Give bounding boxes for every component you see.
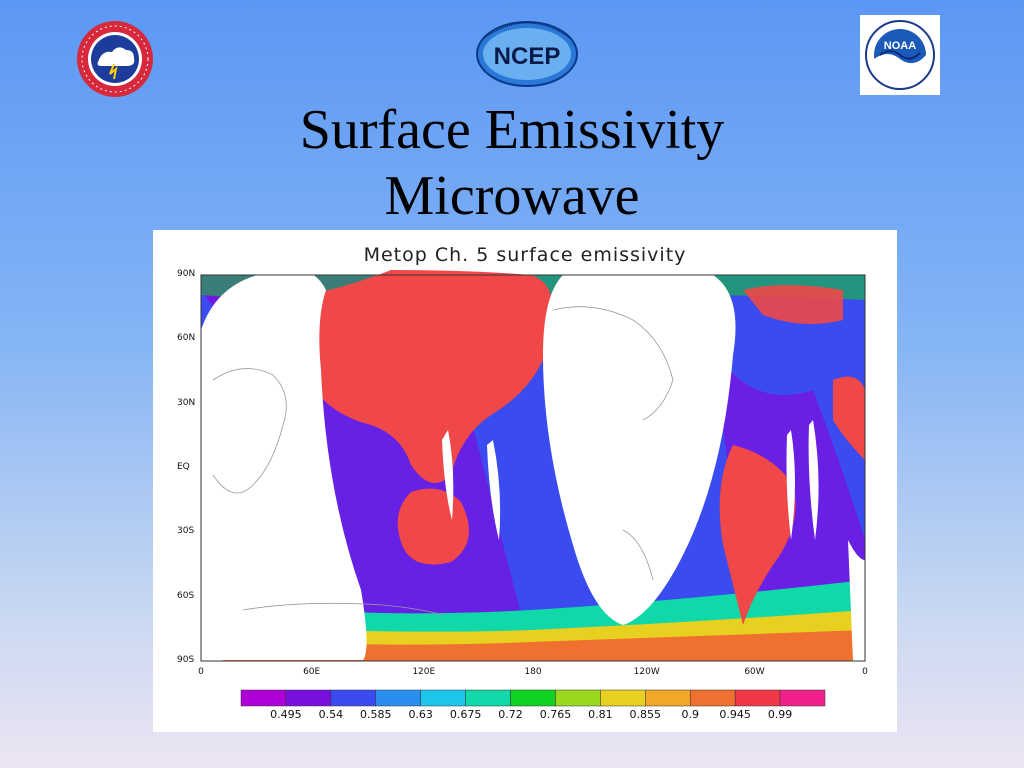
colorbar-tick-label: 0.81	[588, 708, 613, 721]
colorbar-swatch	[420, 689, 466, 707]
colorbar-swatch	[465, 689, 511, 707]
colorbar-swatch	[330, 689, 377, 707]
noaa-logo: NOAA	[860, 15, 940, 95]
colorbar-tick-label: 0.495	[270, 708, 302, 721]
colorbar-swatch	[555, 689, 601, 707]
colorbar-swatch	[600, 689, 646, 707]
lat-label: EQ	[177, 462, 190, 472]
colorbar-swatch	[510, 689, 556, 707]
colorbar-tick-label: 0.675	[449, 708, 482, 721]
lon-label: 0	[862, 667, 868, 677]
coastlines	[212, 306, 674, 616]
map-title: Metop Ch. 5 surface emissivity	[363, 244, 687, 266]
colorbar-swatch	[734, 689, 781, 707]
colorbar-swatch	[240, 689, 287, 707]
lat-label: 60N	[177, 333, 196, 344]
colorbar-tick-label: 0.63	[408, 708, 433, 721]
colorbar-tick-label: 0.765	[539, 708, 572, 721]
colorbar-swatch	[689, 689, 736, 707]
colorbar-swatch	[645, 689, 691, 707]
colorbar-swatch	[779, 689, 826, 707]
colorbar-swatch	[375, 689, 421, 707]
colorbar-tick-label: 0.99	[767, 708, 793, 721]
lon-label: 180	[524, 667, 542, 677]
national-weather-service-logo	[77, 21, 153, 97]
lat-label: 30S	[177, 526, 195, 537]
lat-label: 90S	[177, 655, 195, 665]
ncep-logo-text: NCEP	[494, 43, 561, 70]
colorbar	[240, 689, 826, 707]
noaa-logo-text: NOAA	[884, 40, 916, 52]
plot-frame	[200, 274, 866, 662]
colorbar-tick-label: 0.9	[681, 708, 699, 721]
colorbar-tick-label: 0.585	[360, 708, 392, 721]
colorbar-tick-label: 0.54	[318, 708, 344, 721]
lat-label: 60S	[177, 590, 195, 601]
slide-title-line-2: Microwave	[384, 165, 640, 227]
lat-label: 30N	[177, 397, 196, 408]
colorbar-tick-label: 0.72	[498, 708, 523, 721]
no-data-gaps	[201, 270, 865, 661]
lon-label: 120E	[412, 667, 436, 677]
emissivity-map	[200, 270, 866, 707]
slide-title-line-1: Surface Emissivity	[299, 99, 725, 161]
lat-label: 90N	[177, 269, 196, 279]
colorbar-tick-label: 0.855	[629, 708, 662, 721]
emissivity-map-figure: Metop Ch. 5 surface emissivity	[153, 230, 897, 732]
lon-label: 0	[198, 667, 204, 677]
lon-label: 120W	[633, 667, 660, 677]
colorbar-swatch	[285, 689, 332, 707]
lon-label: 60W	[744, 667, 765, 677]
lon-label: 60E	[303, 667, 321, 677]
ncep-logo: NCEP	[476, 21, 578, 87]
colorbar-tick-label: 0.945	[719, 708, 751, 721]
